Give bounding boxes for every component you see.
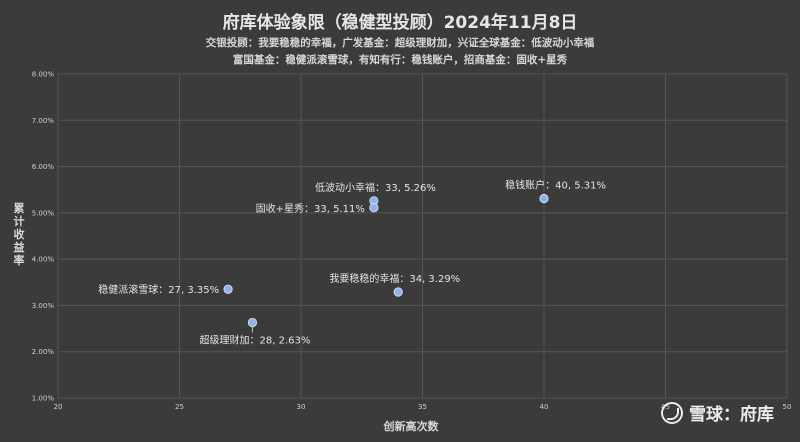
y-tick-label: 1.00% [32,395,55,403]
watermark-text: 雪球：府库 [689,405,774,425]
data-point [247,317,257,328]
data-label: 超级理财加：28, 2.63% [200,334,311,347]
x-tick-label: 25 [175,403,184,411]
y-tick-label: 3.00% [32,302,55,310]
watermark: 雪球：府库 [661,400,774,425]
x-tick-label: 35 [418,403,427,411]
x-tick-label: 20 [54,403,63,411]
data-label: 稳钱账户：40, 5.31% [505,179,606,192]
data-label: 低波动小幸福：33, 5.26% [315,181,436,194]
y-tick-label: 5.00% [32,209,55,217]
xueqiu-logo-icon [661,401,683,424]
y-tick-label: 8.00% [32,71,55,79]
y-tick-label: 2.00% [32,348,55,356]
y-tick-label: 6.00% [32,163,55,171]
data-point [369,203,379,213]
data-point [223,284,233,294]
data-label: 我要稳稳的幸福：34, 3.29% [329,272,460,285]
y-tick-label: 4.00% [32,256,55,264]
data-label: 稳健派滚雪球：27, 3.35% [98,283,219,296]
data-point [393,287,403,297]
y-tick-label: 7.00% [32,117,55,125]
x-tick-label: 40 [540,403,549,411]
y-axis-label: 累计收益率 [13,202,25,267]
chart-title: 府库体验象限（稳健型投顾）2024年11月8日 [222,13,578,33]
x-axis-label: 创新高次数 [383,420,439,433]
chart-subtitle-line-1: 交银投顾：我要稳稳的幸福，广发基金：超级理财加，兴证全球基金：低波动小幸福 [205,37,595,49]
chart-subtitle-line-2: 富国基金：稳健派滚雪球，有知有行：稳钱账户，招商基金：固收+星秀 [232,54,568,66]
data-point [539,193,549,204]
data-label: 固收+星秀：33, 5.11% [256,202,365,215]
x-tick-label: 30 [297,403,306,411]
x-tick-label: 50 [783,403,792,411]
